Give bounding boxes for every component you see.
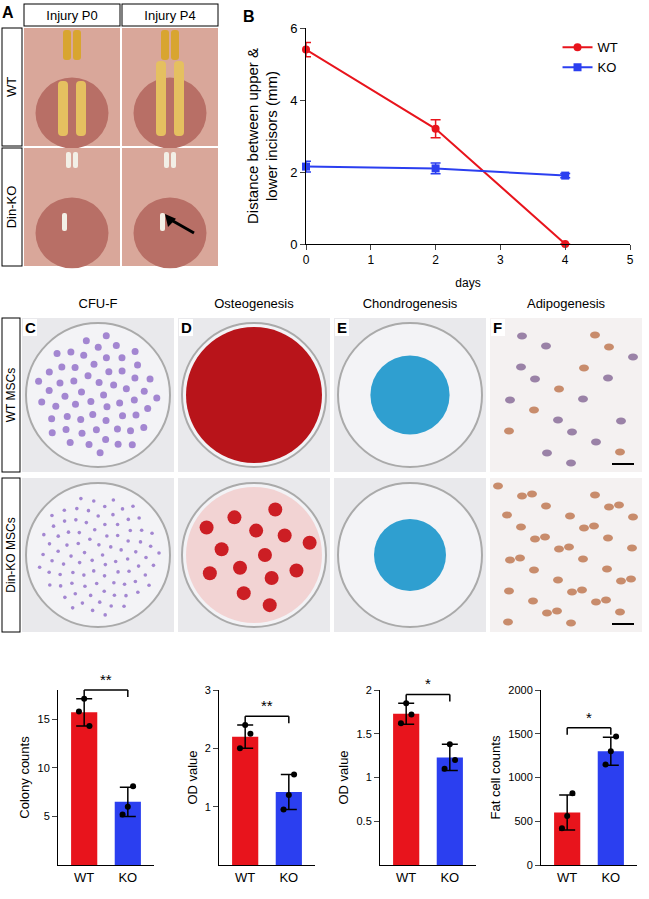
svg-text:WT: WT	[396, 870, 416, 885]
svg-text:Din-KO MSCs: Din-KO MSCs	[4, 517, 18, 592]
svg-text:4: 4	[290, 93, 297, 108]
svg-text:4: 4	[562, 253, 569, 267]
svg-text:OD value: OD value	[185, 750, 200, 804]
svg-text:1.5: 1.5	[357, 728, 372, 740]
svg-text:F: F	[493, 319, 502, 336]
svg-text:Adipogenesis: Adipogenesis	[527, 296, 606, 311]
svg-text:Fat cell counts: Fat cell counts	[488, 735, 503, 819]
svg-text:0: 0	[527, 859, 533, 871]
svg-text:WT: WT	[4, 77, 19, 97]
svg-text:Din-KO: Din-KO	[4, 186, 19, 229]
svg-text:KO: KO	[601, 870, 620, 885]
svg-text:5: 5	[627, 253, 634, 267]
svg-text:WT: WT	[74, 870, 94, 885]
svg-text:OD value: OD value	[336, 750, 351, 804]
svg-text:**: **	[100, 671, 112, 688]
svg-text:WT: WT	[557, 870, 577, 885]
svg-text:0.5: 0.5	[357, 815, 372, 827]
svg-text:Colony counts: Colony counts	[17, 736, 32, 819]
svg-text:500: 500	[514, 815, 532, 827]
svg-text:2: 2	[366, 684, 372, 696]
svg-text:B: B	[243, 8, 255, 25]
svg-text:Osteogenesis: Osteogenesis	[214, 296, 294, 311]
svg-text:6: 6	[290, 21, 297, 36]
svg-text:0: 0	[303, 253, 310, 267]
svg-text:0: 0	[290, 237, 297, 252]
svg-text:Injury P0: Injury P0	[46, 8, 97, 23]
svg-text:**: **	[261, 697, 273, 714]
svg-text:1: 1	[367, 253, 374, 267]
svg-text:Distance between upper &lower: Distance between upper &lower incisors (…	[244, 48, 281, 224]
svg-text:2: 2	[205, 742, 211, 754]
svg-text:*: *	[586, 709, 592, 726]
svg-text:3: 3	[497, 253, 504, 267]
svg-text:KO: KO	[598, 60, 617, 75]
svg-text:3: 3	[205, 684, 211, 696]
svg-text:CFU-F: CFU-F	[79, 296, 118, 311]
svg-text:KO: KO	[118, 870, 137, 885]
svg-text:Injury P4: Injury P4	[144, 8, 195, 23]
svg-text:2: 2	[290, 165, 297, 180]
svg-text:KO: KO	[279, 870, 298, 885]
svg-text:WT: WT	[235, 870, 255, 885]
svg-text:1500: 1500	[508, 728, 532, 740]
svg-text:days: days	[455, 276, 480, 290]
svg-text:WT MSCs: WT MSCs	[4, 368, 18, 422]
svg-text:E: E	[337, 319, 347, 336]
svg-text:2: 2	[432, 253, 439, 267]
svg-text:D: D	[181, 319, 192, 336]
svg-text:10: 10	[38, 762, 50, 774]
svg-text:*: *	[425, 675, 431, 692]
svg-text:1: 1	[205, 801, 211, 813]
svg-text:1000: 1000	[508, 771, 532, 783]
svg-text:Chondrogenesis: Chondrogenesis	[363, 296, 458, 311]
svg-text:KO: KO	[440, 870, 459, 885]
svg-text:A: A	[2, 4, 14, 21]
svg-text:2000: 2000	[508, 684, 532, 696]
svg-text:5: 5	[44, 810, 50, 822]
svg-text:1: 1	[366, 771, 372, 783]
svg-text:15: 15	[38, 713, 50, 725]
svg-text:C: C	[25, 319, 36, 336]
svg-text:WT: WT	[598, 40, 618, 55]
